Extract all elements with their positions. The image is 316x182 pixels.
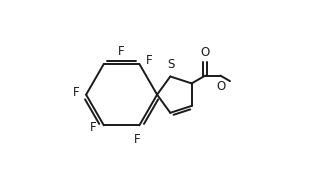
Text: O: O bbox=[216, 80, 226, 93]
Text: F: F bbox=[118, 45, 125, 58]
Text: F: F bbox=[73, 86, 79, 99]
Text: F: F bbox=[90, 121, 97, 134]
Text: S: S bbox=[167, 58, 174, 71]
Text: F: F bbox=[134, 133, 141, 146]
Text: O: O bbox=[200, 46, 210, 59]
Text: F: F bbox=[146, 54, 153, 67]
